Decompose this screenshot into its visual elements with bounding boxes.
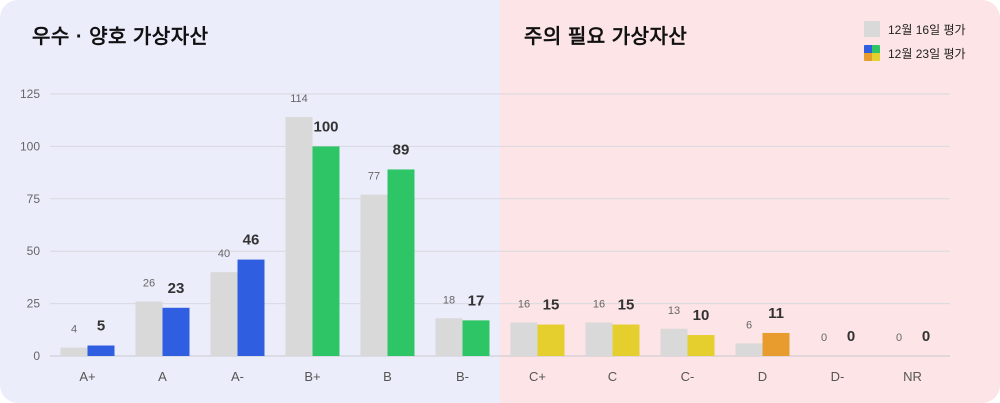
- bar-current: [237, 259, 265, 356]
- caution-panel-background: [500, 0, 1000, 403]
- bar-current: [612, 324, 640, 356]
- y-tick-label: 0: [33, 349, 40, 363]
- data-label-previous: 40: [218, 248, 230, 260]
- data-label-current: 46: [243, 232, 260, 249]
- bar-previous: [60, 347, 88, 356]
- data-label-previous: 16: [518, 298, 530, 310]
- data-label-current: 11: [768, 305, 784, 322]
- y-tick-label: 50: [27, 244, 41, 258]
- data-label-current: 15: [618, 297, 635, 314]
- data-label-current: 10: [693, 307, 710, 324]
- y-tick-label: 100: [20, 139, 40, 153]
- x-tick-label: C-: [681, 369, 695, 384]
- legend-item-previous: 12월 16일 평가: [864, 20, 966, 38]
- bar-current: [387, 169, 415, 356]
- legend: 12월 16일 평가 12월 23일 평가: [864, 20, 966, 68]
- data-label-current: 100: [313, 118, 338, 135]
- caution-section-title: 주의 필요 가상자산: [524, 26, 688, 48]
- data-label-previous: 16: [593, 298, 605, 310]
- x-tick-label: D: [758, 369, 767, 384]
- bar-previous: [285, 117, 313, 356]
- legend-item-current: 12월 23일 평가: [864, 44, 966, 62]
- x-tick-label: NR: [903, 369, 922, 384]
- data-label-previous: 18: [443, 294, 455, 306]
- legend-swatch-current: [864, 45, 880, 61]
- bar-current: [687, 335, 715, 356]
- legend-label-current: 12월 23일 평가: [888, 46, 966, 61]
- x-tick-label: C+: [529, 369, 546, 384]
- bar-current: [462, 320, 490, 356]
- bar-previous: [585, 322, 613, 356]
- bar-previous: [660, 328, 688, 356]
- data-label-current: 0: [922, 328, 930, 345]
- x-tick-label: B: [383, 369, 392, 384]
- bar-previous: [135, 301, 163, 356]
- y-tick-label: 125: [20, 87, 40, 101]
- data-label-current: 17: [468, 292, 485, 309]
- data-label-previous: 13: [668, 305, 680, 317]
- x-tick-label: C: [608, 369, 617, 384]
- data-label-previous: 77: [368, 171, 380, 183]
- bar-previous: [360, 194, 388, 356]
- y-tick-label: 75: [27, 192, 41, 206]
- data-label-current: 5: [97, 318, 105, 335]
- bar-previous: [735, 343, 763, 356]
- x-tick-label: D-: [831, 369, 845, 384]
- x-tick-label: A+: [79, 369, 95, 384]
- data-label-current: 89: [393, 141, 410, 158]
- data-label-current: 15: [543, 297, 560, 314]
- good-section-title: 우수 · 양호 가상자산: [32, 26, 209, 48]
- data-label-previous: 0: [896, 332, 902, 344]
- data-label-previous: 114: [290, 93, 308, 105]
- bar-current: [537, 324, 565, 356]
- data-label-previous: 4: [71, 324, 77, 336]
- legend-swatch-previous: [864, 21, 880, 37]
- x-tick-label: A: [158, 369, 167, 384]
- data-label-current: 0: [847, 328, 855, 345]
- x-tick-label: A-: [231, 369, 244, 384]
- data-label-previous: 26: [143, 278, 155, 290]
- data-label-previous: 6: [746, 319, 752, 331]
- x-tick-label: B-: [456, 369, 469, 384]
- bar-previous: [510, 322, 538, 356]
- y-tick-label: 25: [27, 297, 41, 311]
- bar-current: [87, 345, 115, 356]
- data-label-previous: 0: [821, 332, 827, 344]
- x-tick-label: B+: [304, 369, 320, 384]
- bar-current: [162, 307, 190, 356]
- bar-previous: [435, 318, 463, 356]
- legend-label-previous: 12월 16일 평가: [888, 22, 966, 37]
- data-label-current: 23: [168, 280, 185, 297]
- bar-current: [762, 332, 790, 356]
- bar-previous: [210, 272, 238, 356]
- bar-current: [312, 146, 340, 356]
